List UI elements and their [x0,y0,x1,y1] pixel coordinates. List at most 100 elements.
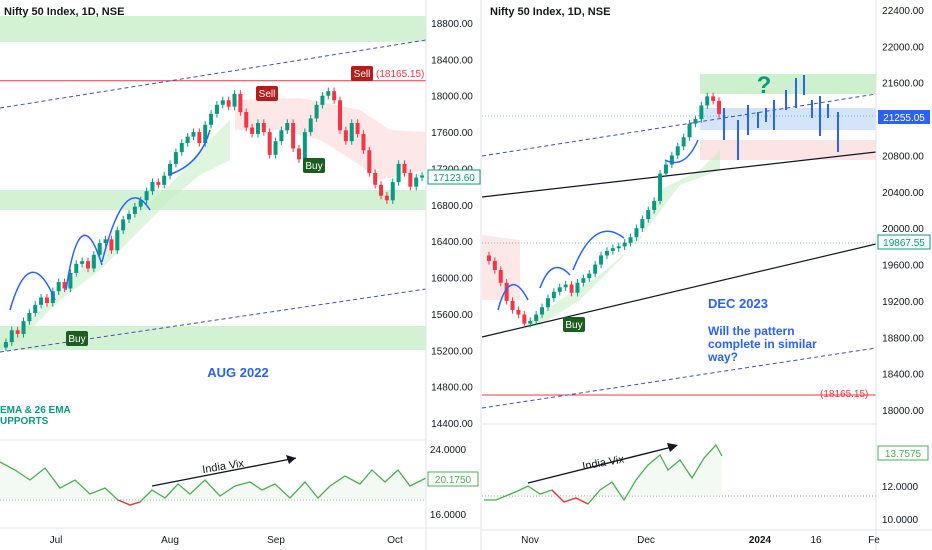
left-sell-tag-box-2 [351,66,373,81]
left-vix-low-segment [117,499,141,506]
right-projection-arc [572,230,625,271]
right-price-box [878,110,930,124]
left-candle-body [121,219,126,231]
right-buy-tag: Buy [563,317,585,332]
left-candle-body [308,118,313,133]
left-y-tick: 15200.00 [431,346,473,357]
left-y-tick: 16800.00 [431,201,473,212]
left-vix-tick-0: 24.0000 [430,445,467,456]
right-channel-upper [481,93,877,157]
left-annotation-month: AUG 2022 [207,365,268,380]
left-price-box [427,169,481,185]
left-candle-body [33,304,38,313]
right-candle-body [516,310,521,315]
left-annotation-supports: UPPORTS [0,416,49,427]
right-y-axis: 22400.0022000.0021600.0021200.0020800.00… [882,6,924,417]
left-hline-label: (18165.15) [376,69,424,80]
left-y-tick: 16000.00 [431,274,473,285]
left-candle-body [279,130,284,142]
right-candle-body [663,164,668,174]
left-x-tick-2: Sep [267,535,285,546]
left-y-axis: 18800.0018400.0018000.0017600.0017200.00… [431,19,473,430]
right-candle-body [486,255,491,261]
right-candle-body [640,219,645,229]
left-candle-body [168,163,173,176]
left-vix-arrowhead [286,455,296,464]
left-candle-body [44,297,49,303]
left-candle-body [332,91,337,101]
right-candle-body [699,105,704,120]
right-chart-panel[interactable]: Nifty 50 Index, 1D, NSE ? Buy DEC 2023 W… [480,0,932,550]
left-candle-body [267,132,272,155]
right-candle-body [658,173,663,201]
right-candle-body [575,282,580,293]
left-y-tick: 15600.00 [431,310,473,321]
left-buy-tag-box [303,158,325,173]
left-channel-upper [0,39,427,109]
left-candle-body [373,173,378,185]
left-buy-tag-label: Buy [305,161,322,172]
left-chart-panel[interactable]: Nifty 50 Index, 1D, NSE Sell Sell (18165… [0,0,481,550]
right-trendline-lower [481,243,877,338]
left-candle-body [414,177,419,187]
left-candle-body [209,113,214,125]
left-candle-body [396,163,401,183]
right-candle-body [693,119,698,124]
left-y-tick: 18000.00 [431,92,473,103]
right-trendline-upper [481,151,877,198]
left-candle-body [238,93,243,113]
right-candle-body [717,100,722,115]
left-candle-body [144,191,149,201]
right-candle-body [593,264,598,274]
right-candle-body [669,155,674,165]
right-candle-body [646,210,651,220]
right-candle-body [498,270,503,283]
left-support-area [0,120,230,350]
left-projection-arc [9,271,56,311]
right-candle-body [587,273,592,279]
right-candle-body [610,248,615,251]
left-candle-body [85,261,90,269]
left-x-tick-3: Oct [387,535,403,546]
right-vix-arrowhead [667,443,678,452]
left-y-tick: 18800.00 [431,19,473,30]
left-candle-body [255,123,260,134]
left-candle-body [261,123,266,133]
right-vix-value-label: 13.7575 [885,449,922,460]
left-vix-value-box [427,471,479,487]
left-sell-tag: Sell Sell [256,66,373,101]
right-annotation-month: DEC 2023 [708,296,768,311]
right-candle-body [492,260,497,270]
left-candle-body [408,173,413,187]
right-candle-body [569,284,574,293]
left-candle-body [156,182,161,185]
left-candle-body [74,263,79,273]
right-candle-body [557,287,562,292]
right-y-tick: 20800.00 [882,151,924,162]
left-candle-body [162,175,167,185]
left-candle-body [179,143,184,153]
right-candle-body [551,291,556,299]
right-candle-body [528,320,533,324]
left-candles [3,87,425,352]
left-candle-body [185,136,190,143]
right-candle-body [616,246,621,249]
left-candle-body [197,132,202,143]
left-candle-body [3,342,8,348]
left-candle-body [220,100,225,105]
right-candle-body [711,96,716,101]
right-annotation-line1: Will the pattern [708,324,795,338]
left-candle-body [390,182,395,201]
right-candle-body [705,96,710,106]
right-blue-zone [700,108,876,130]
left-vix-tick-1: 16.0000 [430,510,467,521]
right-buy-tag-label: Buy [565,320,582,331]
left-candle-body [296,148,301,160]
left-candle-body [291,123,296,149]
left-x-tick-1: Aug [161,535,179,546]
left-x-tick-0: Jul [50,535,63,546]
right-candle-body [622,242,627,247]
left-candle-body [56,282,61,292]
left-candle-body [150,182,155,192]
